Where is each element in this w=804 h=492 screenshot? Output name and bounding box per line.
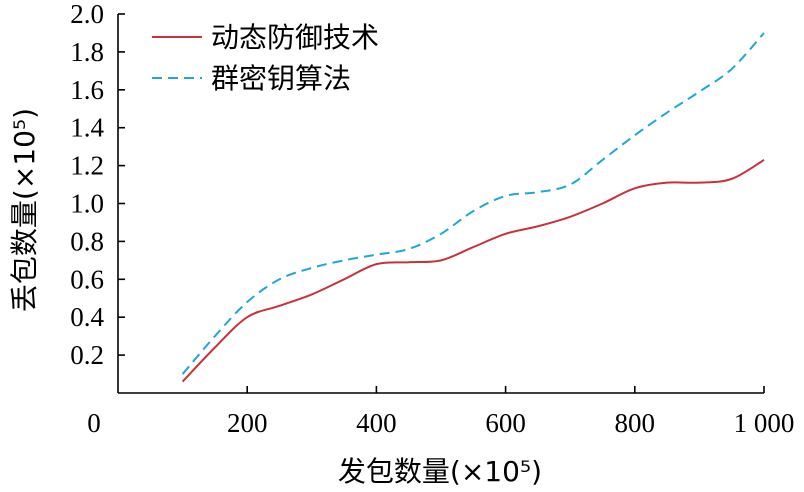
x-tick-label: 0 [87,408,101,438]
y-tick-label: 0.4 [70,302,104,332]
x-tick-label: 1 000 [734,408,795,438]
y-tick-label: 1.6 [70,75,104,105]
x-tick-label: 200 [227,408,268,438]
x-tick-label: 600 [485,408,526,438]
x-axis-label: 发包数量(×10⁵) [338,455,542,488]
legend-label-dynamic-defense: 动态防御技术 [211,21,379,54]
y-ticks: 0.2 0.4 0.6 0.8 1.0 1.2 1.4 1.6 1.8 2.0 [70,0,125,370]
y-tick-label: 0.6 [70,264,104,294]
y-tick-label: 1.4 [70,113,104,143]
x-tick-label: 400 [356,408,397,438]
x-tick-label: 800 [615,408,656,438]
y-tick-label: 0.2 [70,340,104,370]
y-tick-label: 1.8 [70,37,104,67]
y-axis-label: 丢包数量(×10⁵) [8,108,41,312]
y-tick-label: 2.0 [70,0,104,29]
legend-label-group-key: 群密钥算法 [211,62,351,95]
series-layer [181,32,765,383]
legend: 动态防御技术 群密钥算法 [152,21,379,95]
series-line-dynamic-defense [181,159,765,383]
y-tick-label: 0.8 [70,226,104,256]
x-ticks: 0 200 400 600 800 1 000 [87,386,794,438]
y-tick-label: 1.2 [70,151,104,181]
series-line-group-key [181,32,765,375]
y-tick-label: 1.0 [70,189,104,219]
